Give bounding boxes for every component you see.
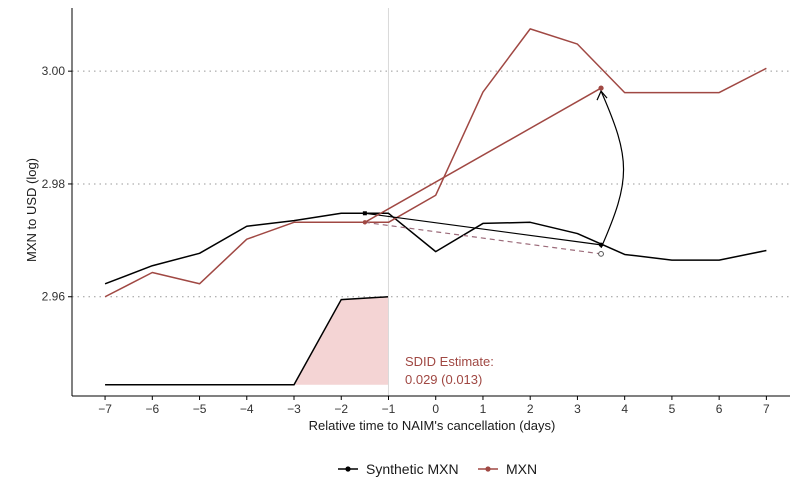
legend-marker-synthetic	[345, 466, 351, 472]
x-tick-label-5: −2	[334, 402, 348, 416]
x-tick-label-3: −4	[240, 402, 254, 416]
legend: Synthetic MXN MXN	[338, 461, 537, 477]
synthetic-pre-marker	[362, 211, 367, 216]
legend-label-mxn: MXN	[506, 461, 537, 477]
y-axis-label: MXN to USD (log)	[24, 158, 39, 262]
x-tick-label-9: 2	[527, 402, 534, 416]
weights-fill	[294, 296, 389, 385]
x-tick-label-8: 1	[480, 402, 487, 416]
x-tick-label-11: 4	[621, 402, 628, 416]
x-tick-label-10: 3	[574, 402, 581, 416]
effect-arrow-curve	[600, 90, 625, 249]
x-tick-label-0: −7	[98, 402, 112, 416]
legend-label-synthetic: Synthetic MXN	[366, 461, 459, 477]
counterfactual-marker	[598, 250, 604, 257]
sdid-estimate-label: SDID Estimate:	[405, 354, 494, 369]
y-tick-label-0: 2.96	[42, 290, 66, 304]
counterfactual-dashed-line	[364, 221, 602, 255]
sdid-estimate-value: 0.029 (0.013)	[405, 372, 482, 387]
x-tick-label-4: −3	[287, 402, 301, 416]
synthetic-diff-line	[364, 212, 602, 246]
legend-marker-mxn	[485, 466, 491, 472]
tick-labels: 2.96 2.98 3.00 −7 −6 −5 −4 −3 −2 −1 0 1 2 3 4 5 6 7	[42, 64, 770, 416]
effect-arrow-head	[596, 89, 608, 101]
treated-diff-line	[364, 87, 602, 223]
treated-pre-marker	[362, 220, 368, 225]
x-tick-label-1: −6	[145, 402, 159, 416]
x-tick-label-6: −1	[382, 402, 396, 416]
y-tick-label-2: 3.00	[42, 64, 66, 78]
series-lines	[104, 28, 767, 298]
y-tick-label-1: 2.98	[42, 177, 66, 191]
x-tick-label-2: −5	[193, 402, 207, 416]
x-tick-label-12: 5	[669, 402, 676, 416]
weights-line	[105, 295, 389, 386]
legend-item-mxn: MXN	[478, 461, 537, 477]
x-axis-label: Relative time to NAIM's cancellation (da…	[309, 418, 556, 433]
x-tick-label-7: 0	[432, 402, 439, 416]
x-tick-label-14: 7	[763, 402, 770, 416]
series-line-synthetic-mxn	[104, 212, 767, 285]
series-line-mxn	[104, 28, 767, 298]
x-tick-label-13: 6	[716, 402, 723, 416]
time-weights-area	[105, 295, 389, 386]
legend-item-synthetic-mxn: Synthetic MXN	[338, 461, 459, 477]
axes	[71, 8, 790, 397]
estimate-lines	[362, 85, 625, 257]
treated-post-marker	[598, 85, 604, 91]
